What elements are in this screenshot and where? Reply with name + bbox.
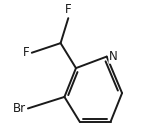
Text: F: F <box>65 3 72 16</box>
Text: N: N <box>109 50 118 63</box>
Text: Br: Br <box>13 102 26 115</box>
Text: F: F <box>23 46 30 59</box>
